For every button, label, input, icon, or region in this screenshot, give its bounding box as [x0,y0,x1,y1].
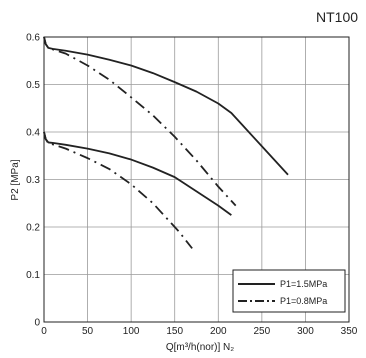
series-group [43,36,289,249]
y-tick-label: 0 [34,318,40,329]
x-tick-label: 0 [41,326,47,337]
x-tick-label: 200 [210,326,227,337]
x-axis-ticks: 0 50 100 150 200 250 300 350 [41,326,358,337]
legend-label: P1=1.5MPa [280,279,327,289]
y-tick-label: 0.2 [26,223,40,234]
legend-label: P1=0.8MPa [280,296,327,306]
series-line [43,131,193,249]
y-axis-label: P2 [MPa] [10,159,21,200]
series-line [43,36,237,207]
x-tick-label: 250 [254,326,271,337]
x-tick-label: 100 [123,326,140,337]
x-tick-label: 300 [297,326,314,337]
y-tick-label: 0.4 [26,128,40,139]
chart-title: NT100 [316,9,358,25]
y-tick-label: 0.1 [26,270,40,281]
y-axis-ticks: 0 0.1 0.2 0.3 0.4 0.5 0.6 [26,33,40,329]
x-tick-label: 350 [341,326,358,337]
x-tick-label: 150 [166,326,183,337]
y-tick-label: 0.3 [26,175,40,186]
grid [44,37,349,322]
y-tick-label: 0.5 [26,80,40,91]
legend-box [232,269,346,313]
series-line [43,131,232,216]
y-tick-label: 0.6 [26,33,40,44]
x-tick-label: 50 [82,326,94,337]
series-line [43,36,289,176]
legend: P1=1.5MPa P1=0.8MPa [232,269,346,313]
x-axis-label: Q[m³/h(nor)] N₂ [166,342,234,353]
plot-frame [43,36,350,323]
